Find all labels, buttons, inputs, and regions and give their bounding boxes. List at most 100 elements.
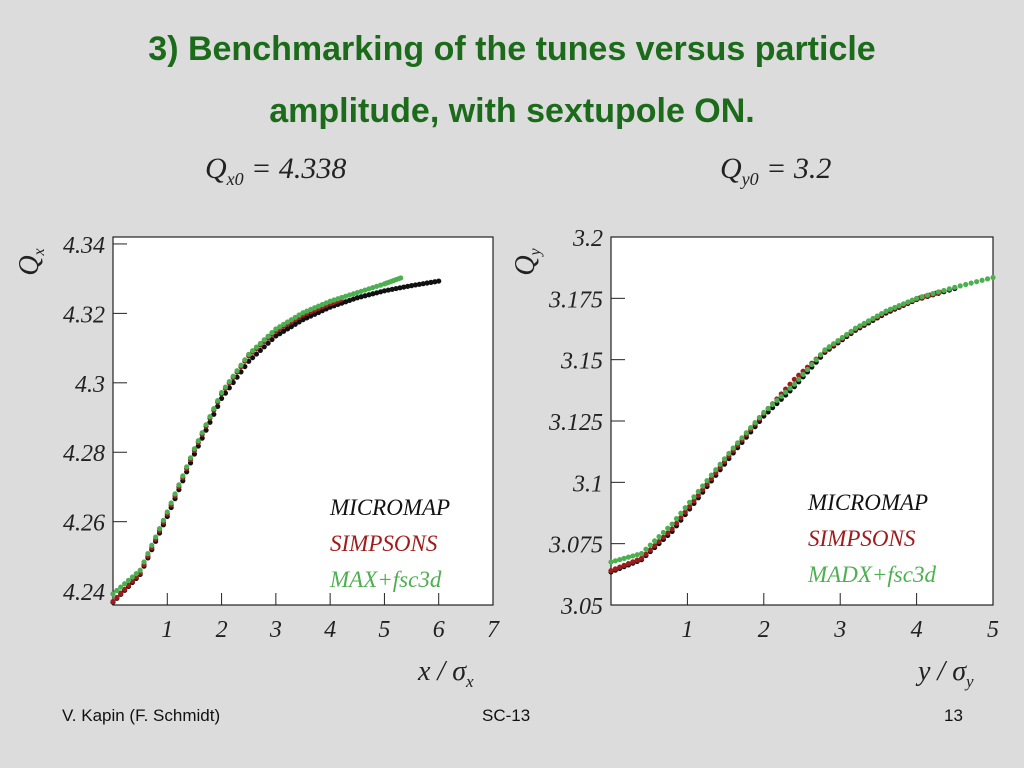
c0-data-point	[234, 368, 240, 374]
c0-data-point	[180, 473, 186, 479]
c0-data-point	[315, 309, 322, 316]
title-line-2: amplitude, with sextupole ON.	[269, 92, 755, 130]
c1-data-point	[826, 344, 832, 350]
c0-data-point	[389, 286, 395, 292]
footer-author: V. Kapin (F. Schmidt)	[62, 706, 221, 725]
c1-data-point	[941, 287, 947, 294]
c0-data-point	[292, 314, 298, 320]
c1-data-point	[822, 347, 828, 353]
c0-data-point	[110, 591, 116, 597]
c0-y-tick-label: 4.26	[63, 511, 105, 537]
c1-data-point	[630, 553, 636, 559]
c1-y-tick-label: 3.175	[548, 287, 603, 313]
c1-x-tick-label: 1	[681, 617, 693, 643]
c0-data-point	[253, 351, 260, 357]
c0-data-point	[428, 279, 434, 285]
c1-data-point	[800, 371, 806, 377]
c1-data-point	[735, 440, 741, 446]
left-header-sub: x0	[226, 169, 244, 189]
c0-data-point	[215, 397, 221, 404]
c0-data-point	[288, 324, 294, 330]
c1-data-point	[968, 280, 974, 286]
c0-data-point	[164, 509, 170, 515]
c0-data-point	[129, 574, 135, 580]
c0-legend-entry: SIMPSONS	[330, 531, 438, 556]
c1-data-point	[682, 509, 688, 515]
c0-data-point	[153, 534, 159, 540]
c0-data-point	[222, 390, 229, 396]
c0-data-point	[149, 542, 155, 548]
c1-data-point	[817, 352, 824, 358]
c0-data-point	[211, 406, 217, 412]
c1-data-point	[700, 487, 706, 493]
c0-data-point	[203, 422, 209, 428]
c0-data-point	[381, 288, 388, 294]
c1-data-point	[717, 461, 723, 467]
c1-data-point	[787, 381, 793, 387]
c1-y-tick-label: 3.075	[548, 533, 603, 559]
c0-data-point	[436, 278, 442, 284]
c1-data-point	[796, 376, 802, 382]
c1-data-point	[691, 494, 697, 500]
c1-data-point	[952, 284, 958, 290]
left-header-value: = 4.338	[251, 152, 347, 185]
c0-data-point	[184, 464, 190, 470]
c1-data-point	[617, 557, 623, 563]
c1-data-point	[656, 538, 662, 545]
c0-x-tick-label: 5	[378, 617, 390, 643]
title-line-1: 3) Benchmarking of the tunes versus part…	[148, 30, 876, 68]
c1-data-point	[979, 277, 985, 283]
c0-data-point	[249, 348, 256, 354]
c0-y-tick-label: 4.32	[63, 302, 105, 328]
c1-data-point	[743, 430, 749, 436]
c1-data-point	[686, 499, 693, 505]
footer-page-number: 13	[944, 706, 963, 725]
c1-data-point	[957, 283, 963, 289]
c0-data-point	[226, 379, 232, 385]
c1-x-tick-label: 3	[833, 617, 846, 643]
footer-conference: SC-13	[482, 706, 531, 725]
c0-data-point	[242, 357, 248, 363]
c1-data-point	[612, 558, 618, 564]
c1-data-point	[930, 291, 936, 297]
c0-y-tick-label: 4.28	[63, 441, 105, 467]
c1-data-point	[857, 323, 863, 329]
c0-data-point	[412, 282, 419, 288]
c0-data-point	[137, 567, 143, 573]
c0-data-point	[145, 551, 151, 557]
c1-data-point	[612, 566, 618, 572]
c1-data-point	[752, 419, 758, 426]
c0-data-point	[385, 287, 391, 293]
c1-data-point	[726, 450, 732, 457]
c0-data-point	[408, 283, 415, 289]
c0-data-point	[246, 351, 252, 357]
c0-data-point	[397, 285, 403, 291]
c1-data-point	[765, 405, 771, 411]
c1-data-point	[896, 303, 902, 309]
c1-data-point	[831, 341, 837, 347]
c0-data-point	[129, 578, 135, 584]
c0-legend-entry: MICROMAP	[329, 495, 450, 520]
c1-data-point	[621, 562, 627, 568]
c1-y-tick-label: 3.125	[548, 410, 603, 436]
c0-data-point	[203, 427, 209, 433]
c0-data-point	[261, 344, 267, 350]
c0-data-point	[304, 315, 310, 321]
c1-data-point	[870, 315, 876, 322]
c1-data-point	[892, 304, 898, 311]
c1-x-tick-label: 4	[911, 617, 923, 643]
c1-data-point	[783, 389, 789, 395]
c0-data-point	[288, 317, 294, 323]
c0-data-point	[277, 324, 283, 330]
c0-data-point	[133, 571, 139, 577]
c0-data-point	[238, 362, 244, 368]
c1-data-point	[919, 294, 925, 300]
c0-data-point	[230, 379, 236, 386]
c0-data-point	[284, 319, 291, 325]
c0-data-point	[265, 340, 271, 346]
c0-data-point	[172, 491, 178, 497]
c1-y-tick-label: 3.05	[560, 594, 603, 620]
c1-data-point	[608, 568, 614, 574]
c0-data-point	[125, 577, 132, 584]
c1-data-point	[909, 297, 915, 303]
